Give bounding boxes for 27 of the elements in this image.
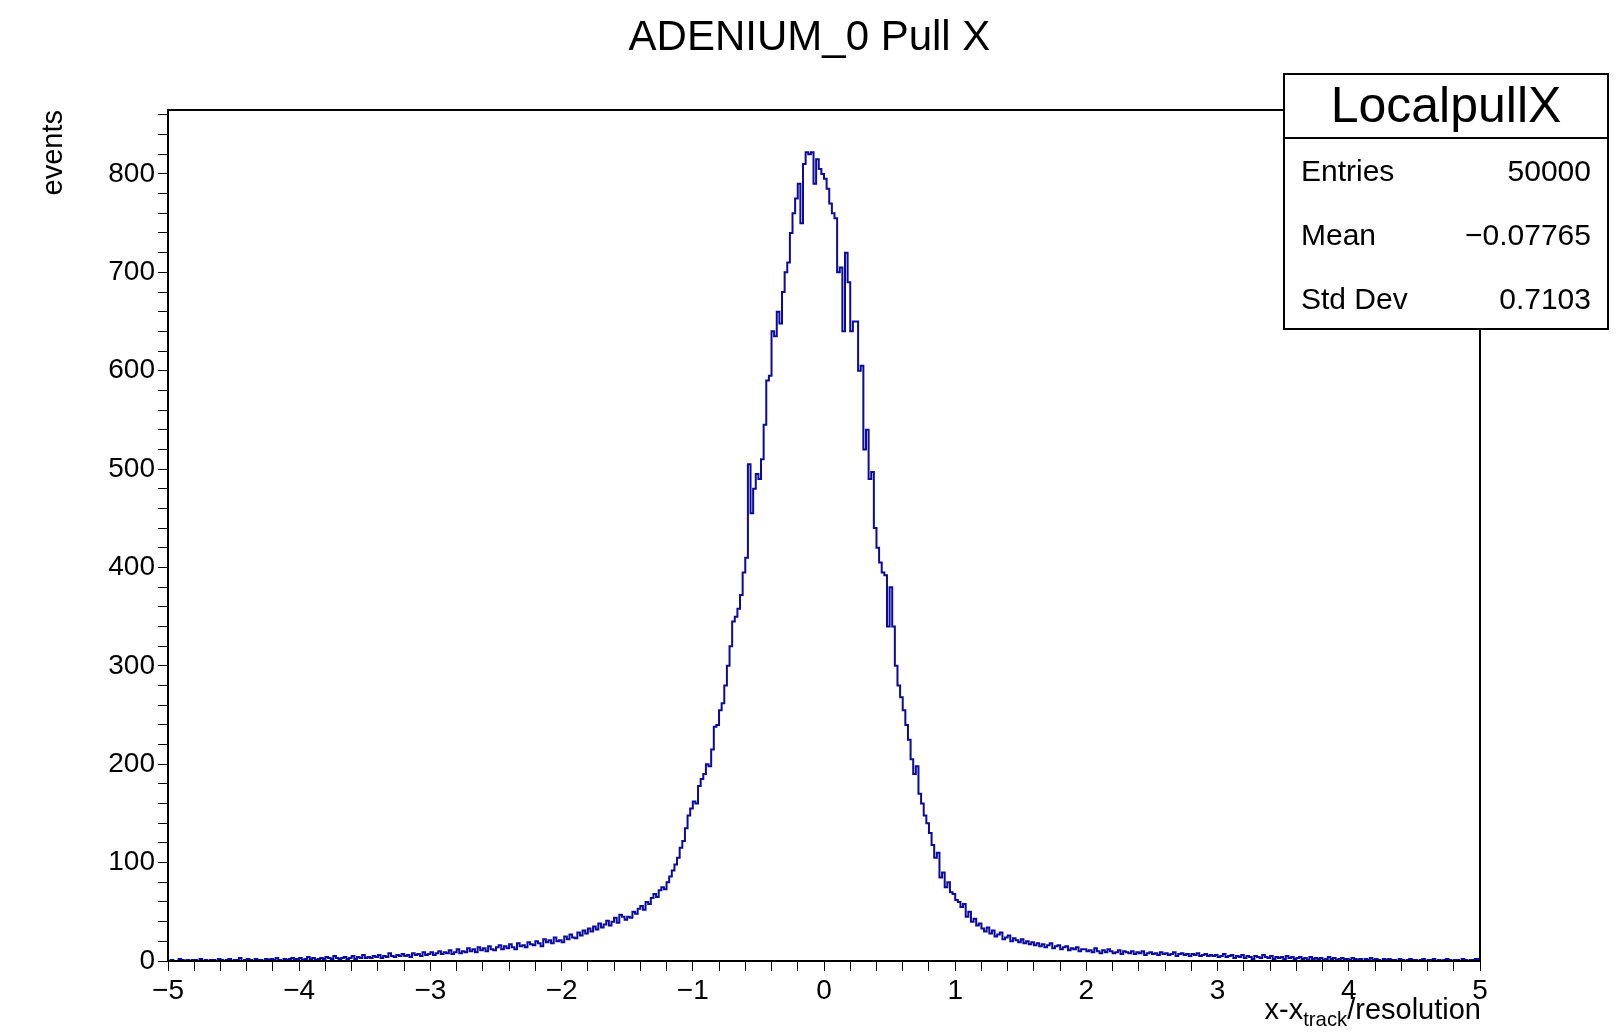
y-tick-label: 700 xyxy=(108,255,155,287)
annotation: −0.07765 xyxy=(1465,217,1591,253)
text: 50000 xyxy=(1507,153,1591,189)
x-tick-label: −5 xyxy=(152,973,184,1005)
x-tick-label: 2 xyxy=(1078,973,1095,1005)
x-tick-label: 3 xyxy=(1209,973,1226,1005)
x-tick-label: −1 xyxy=(676,973,709,1005)
y-tick-label: 800 xyxy=(108,156,155,188)
annotation: Std Dev xyxy=(1301,281,1408,317)
y-tick-label: 400 xyxy=(108,550,155,582)
annotation: Entries xyxy=(1301,153,1395,189)
y-tick-label: 600 xyxy=(108,353,155,385)
y-tick-label: 200 xyxy=(108,746,155,778)
x-tick-label: −4 xyxy=(283,973,316,1005)
y-tick-label: 500 xyxy=(108,451,155,483)
y-tick-label: 100 xyxy=(108,845,155,877)
x-tick-label: 0 xyxy=(816,973,832,1005)
x-tick-label: −3 xyxy=(414,973,447,1005)
text: 0.7103 xyxy=(1499,281,1591,317)
x-tick-label: −2 xyxy=(545,973,578,1005)
y-tick-label: 0 xyxy=(139,943,155,975)
annotation: Mean xyxy=(1301,217,1377,253)
y-axis-title: events xyxy=(36,110,69,196)
annotation: LocalpullX xyxy=(1285,75,1607,139)
chart-title: ADENIUM_0 Pull X xyxy=(627,12,992,60)
y-tick-label: 300 xyxy=(108,648,155,680)
x-tick-label: 1 xyxy=(947,973,963,1005)
